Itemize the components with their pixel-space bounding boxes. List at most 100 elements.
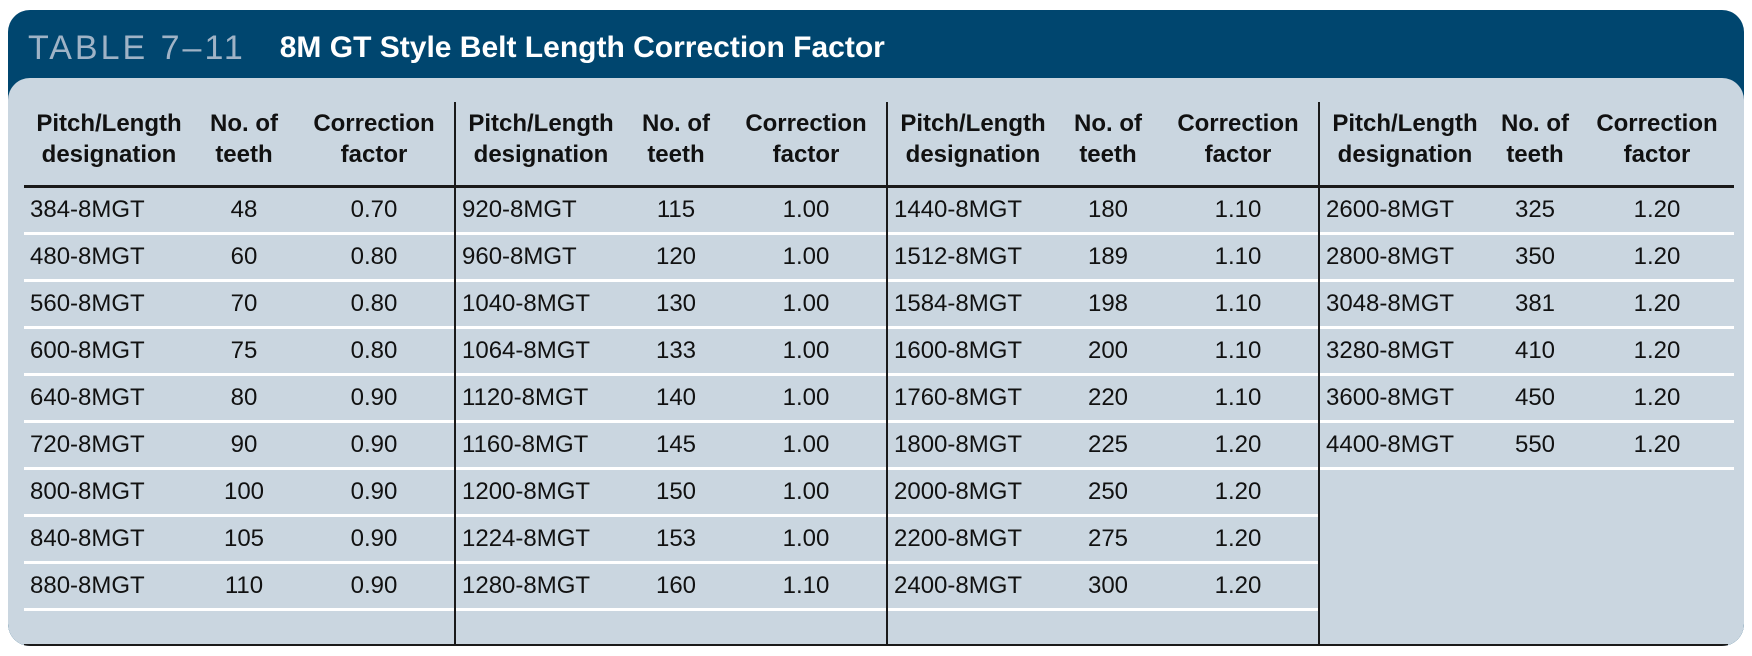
designation-cell: 480-8MGT bbox=[30, 243, 145, 270]
teeth-cell: 110 bbox=[224, 572, 264, 599]
table-row: 1512-8MGT 189 1.10 bbox=[888, 235, 1318, 282]
table-row: 3048-8MGT 381 1.20 bbox=[1320, 282, 1734, 329]
header-row: Pitch/Length designation No. of teeth Corr… bbox=[888, 102, 1318, 188]
teeth-cell: 275 bbox=[1087, 525, 1129, 552]
correction-factor-cell: 1.10 bbox=[1214, 337, 1262, 364]
header-correction-factor: Correction factor bbox=[1177, 110, 1299, 168]
teeth-cell: 100 bbox=[223, 478, 265, 505]
designation-cell: 720-8MGT bbox=[30, 431, 145, 458]
teeth-cell: 75 bbox=[230, 337, 258, 364]
table-row: 1440-8MGT 180 1.10 bbox=[888, 188, 1318, 235]
table-row: 1160-8MGT 145 1.00 bbox=[456, 423, 886, 470]
teeth-cell: 250 bbox=[1087, 478, 1129, 505]
header-row: Pitch/Length designation No. of teeth Corr… bbox=[456, 102, 886, 188]
correction-factor-cell: 1.00 bbox=[782, 243, 830, 270]
teeth-cell: 150 bbox=[655, 478, 697, 505]
header-row: Pitch/Length designation No. of teeth Corr… bbox=[24, 102, 454, 188]
correction-factor-cell: 1.20 bbox=[1633, 196, 1681, 223]
designation-cell: 1040-8MGT bbox=[462, 290, 591, 317]
teeth-cell: 60 bbox=[230, 243, 258, 270]
teeth-cell: 140 bbox=[655, 384, 697, 411]
table-row: 840-8MGT 105 0.90 bbox=[24, 517, 454, 564]
correction-factor-cell: 1.10 bbox=[1214, 384, 1262, 411]
designation-cell: 1280-8MGT bbox=[462, 572, 591, 599]
table-row: 600-8MGT 75 0.80 bbox=[24, 329, 454, 376]
correction-factor-cell: 0.80 bbox=[350, 243, 398, 270]
designation-cell: 880-8MGT bbox=[30, 572, 145, 599]
correction-factor-cell: 1.00 bbox=[782, 290, 830, 317]
correction-factor-cell: 0.90 bbox=[350, 384, 398, 411]
table-row: 800-8MGT 100 0.90 bbox=[24, 470, 454, 517]
header-row: Pitch/Length designation No. of teeth Corr… bbox=[1320, 102, 1734, 188]
designation-cell: 1200-8MGT bbox=[462, 478, 591, 505]
designation-cell: 1224-8MGT bbox=[462, 525, 591, 552]
correction-factor-cell: 0.70 bbox=[350, 196, 398, 223]
designation-cell: 1800-8MGT bbox=[894, 431, 1023, 458]
teeth-cell: 450 bbox=[1514, 384, 1556, 411]
table-row: 1600-8MGT 200 1.10 bbox=[888, 329, 1318, 376]
header-designation: Pitch/Length designation bbox=[900, 110, 1046, 168]
column-group-1: Pitch/Length designation No. of teeth Corr… bbox=[24, 102, 454, 646]
table-row: 3600-8MGT 450 1.20 bbox=[1320, 376, 1734, 423]
table-row: 720-8MGT 90 0.90 bbox=[24, 423, 454, 470]
designation-cell: 3280-8MGT bbox=[1326, 337, 1455, 364]
correction-factor-cell: 1.00 bbox=[782, 525, 830, 552]
correction-factor-cell: 1.20 bbox=[1214, 478, 1262, 505]
designation-cell: 2000-8MGT bbox=[894, 478, 1023, 505]
correction-factor-cell: 1.20 bbox=[1214, 572, 1262, 599]
correction-factor-cell: 1.00 bbox=[782, 337, 830, 364]
designation-cell: 2800-8MGT bbox=[1326, 243, 1455, 270]
table-frame: TABLE 7–11 8M GT Style Belt Length Corre… bbox=[8, 10, 1744, 646]
teeth-cell: 325 bbox=[1514, 196, 1556, 223]
table-row: 1120-8MGT 140 1.00 bbox=[456, 376, 886, 423]
teeth-cell: 350 bbox=[1514, 243, 1556, 270]
teeth-cell: 160 bbox=[655, 572, 697, 599]
table-row: 1760-8MGT 220 1.10 bbox=[888, 376, 1318, 423]
table-row: 2800-8MGT 350 1.20 bbox=[1320, 235, 1734, 282]
teeth-cell: 90 bbox=[230, 431, 258, 458]
teeth-cell: 133 bbox=[655, 337, 697, 364]
teeth-cell: 198 bbox=[1087, 290, 1129, 317]
correction-factor-cell: 0.90 bbox=[350, 572, 398, 599]
table-row: 1200-8MGT 150 1.00 bbox=[456, 470, 886, 517]
table-row: 880-8MGT 110 0.90 bbox=[24, 564, 454, 611]
table-row: 2600-8MGT 325 1.20 bbox=[1320, 188, 1734, 235]
teeth-cell: 70 bbox=[230, 290, 258, 317]
table-row: 3280-8MGT 410 1.20 bbox=[1320, 329, 1734, 376]
correction-factor-cell: 1.20 bbox=[1633, 384, 1681, 411]
table-number: TABLE 7–11 bbox=[28, 28, 246, 67]
correction-factor-cell: 1.20 bbox=[1633, 290, 1681, 317]
designation-cell: 1160-8MGT bbox=[462, 431, 589, 458]
teeth-cell: 180 bbox=[1087, 196, 1129, 223]
correction-factor-cell: 1.20 bbox=[1633, 431, 1681, 458]
header-designation: Pitch/Length designation bbox=[468, 110, 614, 168]
table-row: 2200-8MGT 275 1.20 bbox=[888, 517, 1318, 564]
teeth-cell: 550 bbox=[1514, 431, 1556, 458]
designation-cell: 4400-8MGT bbox=[1326, 431, 1455, 458]
teeth-cell: 130 bbox=[655, 290, 697, 317]
designation-cell: 960-8MGT bbox=[462, 243, 577, 270]
header-correction-factor: Correction factor bbox=[1596, 110, 1718, 168]
teeth-cell: 153 bbox=[655, 525, 697, 552]
designation-cell: 1440-8MGT bbox=[894, 196, 1023, 223]
table-row: 4400-8MGT 550 1.20 bbox=[1320, 423, 1734, 470]
teeth-cell: 80 bbox=[230, 384, 258, 411]
teeth-cell: 410 bbox=[1514, 337, 1556, 364]
header-correction-factor: Correction factor bbox=[313, 110, 435, 168]
table-row: 2000-8MGT 250 1.20 bbox=[888, 470, 1318, 517]
teeth-cell: 105 bbox=[223, 525, 265, 552]
designation-cell: 2600-8MGT bbox=[1326, 196, 1455, 223]
teeth-cell: 120 bbox=[655, 243, 697, 270]
designation-cell: 1760-8MGT bbox=[894, 384, 1023, 411]
teeth-cell: 200 bbox=[1087, 337, 1129, 364]
designation-cell: 1512-8MGT bbox=[894, 243, 1023, 270]
table-row: 1224-8MGT 153 1.00 bbox=[456, 517, 886, 564]
designation-cell: 560-8MGT bbox=[30, 290, 145, 317]
table-row: 960-8MGT 120 1.00 bbox=[456, 235, 886, 282]
designation-cell: 1064-8MGT bbox=[462, 337, 591, 364]
header-teeth: No. of teeth bbox=[642, 110, 710, 168]
teeth-cell: 48 bbox=[230, 196, 258, 223]
designation-cell: 3048-8MGT bbox=[1326, 290, 1455, 317]
correction-factor-cell: 1.20 bbox=[1214, 525, 1262, 552]
table-row: 1040-8MGT 130 1.00 bbox=[456, 282, 886, 329]
